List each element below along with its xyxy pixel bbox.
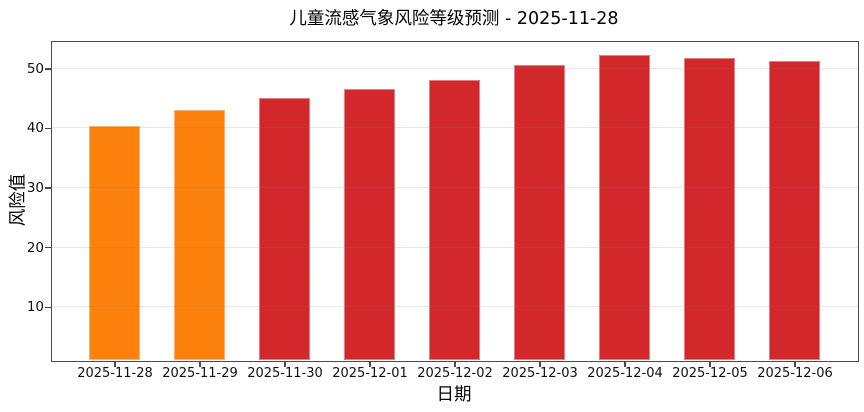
y-tick-label: 10 — [26, 299, 44, 316]
gridline — [51, 127, 858, 129]
y-tick-label: 40 — [26, 120, 44, 137]
y-tick-mark — [45, 68, 51, 70]
x-tick-mark — [114, 361, 116, 367]
bar — [343, 88, 396, 361]
bar — [88, 125, 141, 361]
bar — [428, 80, 481, 361]
x-tick-mark — [284, 361, 286, 367]
bar — [173, 110, 226, 361]
bar — [683, 57, 736, 361]
bar — [768, 60, 821, 361]
x-tick-label: 2025-12-01 — [332, 366, 408, 381]
bar — [258, 97, 311, 361]
x-tick-mark — [794, 361, 796, 367]
x-tick-mark — [709, 361, 711, 367]
y-tick-mark — [45, 246, 51, 249]
y-tick-mark — [45, 306, 51, 309]
y-tick-label: 20 — [26, 239, 44, 256]
gridline — [51, 187, 858, 189]
plot-area — [50, 40, 859, 362]
x-tick-mark — [454, 361, 456, 367]
x-tick-label: 2025-12-02 — [417, 366, 493, 381]
y-tick-mark — [45, 127, 51, 130]
bar — [513, 65, 566, 361]
x-tick-label: 2025-12-06 — [757, 366, 833, 381]
gridline — [51, 306, 858, 308]
x-tick-label: 2025-12-04 — [587, 366, 663, 381]
bar — [598, 55, 651, 361]
chart-title: 儿童流感气象风险等级预测 - 2025-11-28 — [289, 9, 619, 29]
y-tick-mark — [45, 187, 51, 189]
x-tick-mark — [624, 361, 626, 367]
x-tick-label: 2025-12-05 — [672, 366, 748, 381]
x-tick-label: 2025-11-30 — [247, 366, 323, 381]
x-tick-mark — [199, 361, 201, 367]
x-tick-label: 2025-11-28 — [77, 366, 153, 381]
gridline — [51, 67, 858, 69]
x-tick-label: 2025-11-29 — [162, 366, 238, 381]
y-tick-label: 30 — [26, 180, 44, 197]
x-axis-label: 日期 — [436, 385, 472, 405]
grid-layer — [51, 42, 858, 361]
gridline — [51, 246, 858, 248]
x-tick-mark — [539, 361, 541, 367]
y-tick-label: 50 — [26, 60, 44, 77]
bars-layer — [52, 42, 858, 361]
x-tick-label: 2025-12-03 — [502, 366, 578, 381]
x-tick-mark — [369, 361, 371, 367]
